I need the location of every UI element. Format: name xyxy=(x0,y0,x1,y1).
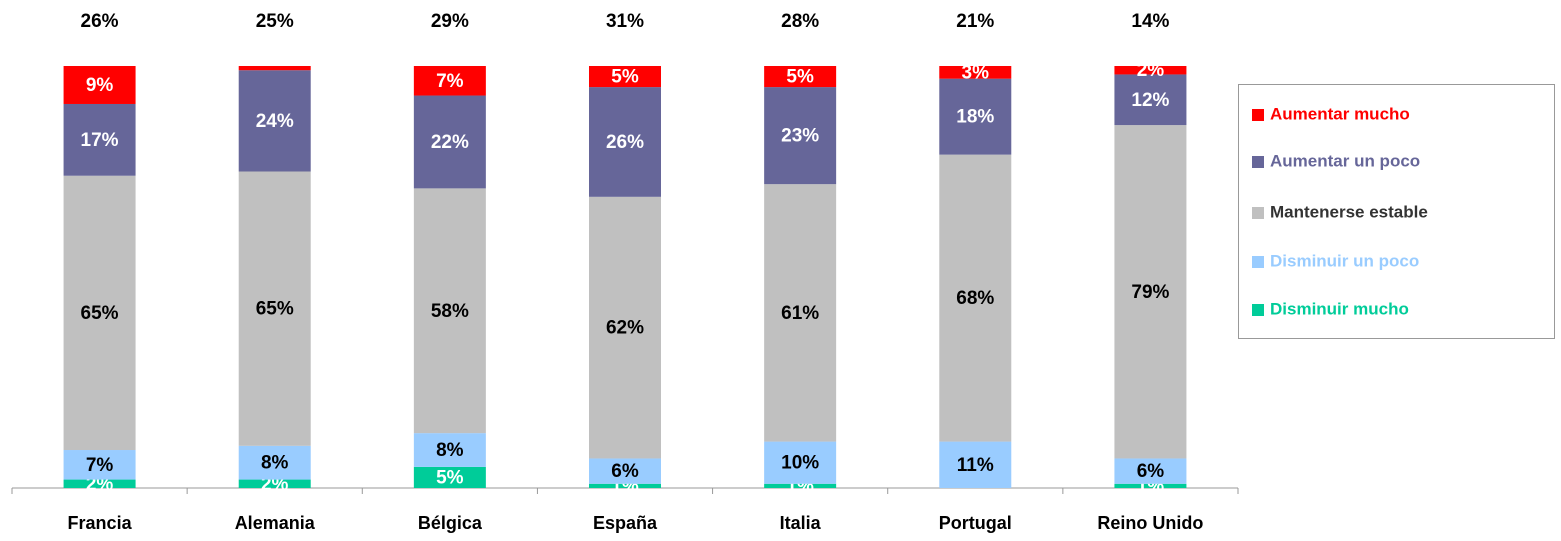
x-tick-label: Italia xyxy=(780,513,822,533)
bar-segment xyxy=(764,66,837,88)
value-label: 5% xyxy=(436,467,464,488)
bar-segment xyxy=(1114,66,1187,75)
value-label: 6% xyxy=(1137,461,1165,482)
value-label: 65% xyxy=(81,303,119,324)
value-label: 6% xyxy=(611,461,639,482)
total-label: 29% xyxy=(431,11,469,32)
x-tick-label: Alemania xyxy=(235,513,316,533)
bar-segment xyxy=(63,450,136,480)
value-label: 58% xyxy=(431,301,469,322)
x-tick-label: Reino Unido xyxy=(1097,513,1203,533)
bar-segment xyxy=(939,66,1012,79)
bar-segment xyxy=(63,175,136,451)
value-label: 11% xyxy=(957,455,994,476)
x-tick-label: Francia xyxy=(68,513,133,533)
value-label: 10% xyxy=(781,453,819,474)
value-label: 24% xyxy=(256,111,294,132)
legend-box xyxy=(1238,84,1555,339)
value-label: 12% xyxy=(1131,90,1169,111)
value-label: 3% xyxy=(962,62,990,83)
bar-segment xyxy=(939,441,1012,488)
value-label: 65% xyxy=(256,299,294,320)
x-tick-label: España xyxy=(593,513,658,533)
bar-segment xyxy=(238,70,311,172)
legend-label: Mantenerse estable xyxy=(1270,202,1428,221)
legend-swatch xyxy=(1252,156,1264,168)
bar-segment xyxy=(238,171,311,446)
x-tick-label: Portugal xyxy=(939,513,1012,533)
legend-label: Disminuir un poco xyxy=(1270,251,1419,270)
bar-segment xyxy=(238,479,311,488)
bar-segment xyxy=(413,188,486,434)
value-label: 22% xyxy=(431,132,469,153)
bar-segment xyxy=(764,184,837,442)
value-label: 62% xyxy=(606,318,644,339)
x-tick-label: Bélgica xyxy=(418,513,483,533)
value-label: 8% xyxy=(436,440,464,461)
legend-label: Aumentar un poco xyxy=(1270,151,1420,170)
bar-segment xyxy=(939,154,1012,442)
value-label: 9% xyxy=(86,75,114,96)
bar-segment xyxy=(63,66,136,104)
bar-segment xyxy=(1114,483,1187,488)
value-label: 5% xyxy=(611,67,639,88)
value-label: 7% xyxy=(86,455,114,476)
bar-segment xyxy=(413,433,486,467)
legend-label: Aumentar mucho xyxy=(1270,104,1410,123)
value-label: 79% xyxy=(1131,282,1169,303)
bar-segment xyxy=(413,66,486,96)
value-label: 23% xyxy=(781,126,819,147)
bar-segment xyxy=(63,103,136,176)
bar-segment xyxy=(589,458,661,484)
value-label: 5% xyxy=(786,67,814,88)
bar-segment xyxy=(413,95,486,189)
bar-segment xyxy=(238,66,311,71)
bar-segment xyxy=(63,479,136,488)
bar-segment xyxy=(589,483,661,488)
bar-segment xyxy=(939,78,1012,155)
total-label: 21% xyxy=(956,11,994,32)
legend-label: Disminuir mucho xyxy=(1270,299,1409,318)
value-label: 8% xyxy=(261,453,289,474)
value-label: 17% xyxy=(81,130,119,151)
legend-swatch xyxy=(1252,109,1264,121)
total-label: 28% xyxy=(781,11,819,32)
value-label: 26% xyxy=(606,132,644,153)
value-label: 2% xyxy=(1137,60,1165,81)
bar-segment xyxy=(1114,125,1187,459)
legend-swatch xyxy=(1252,207,1264,219)
value-label: 68% xyxy=(956,288,994,309)
bar-segment xyxy=(764,483,837,488)
legend-swatch xyxy=(1252,256,1264,268)
total-label: 25% xyxy=(256,11,294,32)
legend-swatch xyxy=(1252,304,1264,316)
total-label: 26% xyxy=(81,11,119,32)
bar-segment xyxy=(589,196,661,459)
bar-segment xyxy=(764,87,837,185)
value-label: 61% xyxy=(781,303,819,324)
bar-segment xyxy=(1114,458,1187,484)
total-label: 14% xyxy=(1131,11,1169,32)
bar-segment xyxy=(589,87,661,197)
value-label: 7% xyxy=(436,71,464,92)
bar-segment xyxy=(238,445,311,480)
bar-segment xyxy=(589,66,661,88)
bar-segment xyxy=(413,466,486,488)
bar-segment xyxy=(1114,74,1187,126)
bar-segment xyxy=(764,441,837,484)
value-label: 18% xyxy=(956,107,994,128)
total-label: 31% xyxy=(606,11,644,32)
